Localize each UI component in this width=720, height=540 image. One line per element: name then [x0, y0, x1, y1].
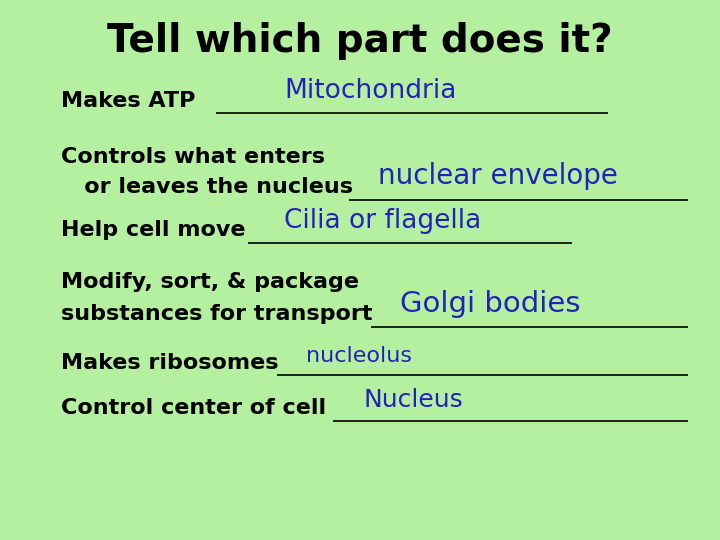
Text: Modify, sort, & package: Modify, sort, & package	[61, 272, 359, 292]
Text: Tell which part does it?: Tell which part does it?	[107, 22, 613, 59]
Text: or leaves the nucleus: or leaves the nucleus	[61, 177, 361, 197]
Text: Makes ribosomes: Makes ribosomes	[61, 353, 287, 373]
Text: Nucleus: Nucleus	[364, 388, 464, 412]
Text: Cilia or flagella: Cilia or flagella	[284, 208, 482, 234]
Text: substances for transport: substances for transport	[61, 304, 380, 324]
Text: nucleolus: nucleolus	[306, 346, 412, 366]
Text: Makes ATP: Makes ATP	[61, 91, 203, 111]
Text: Mitochondria: Mitochondria	[284, 78, 456, 104]
Text: Golgi bodies: Golgi bodies	[400, 289, 580, 318]
Text: nuclear envelope: nuclear envelope	[378, 162, 618, 190]
Text: Control center of cell: Control center of cell	[61, 399, 334, 418]
Text: Controls what enters: Controls what enters	[61, 147, 325, 167]
Text: Help cell move: Help cell move	[61, 220, 253, 240]
